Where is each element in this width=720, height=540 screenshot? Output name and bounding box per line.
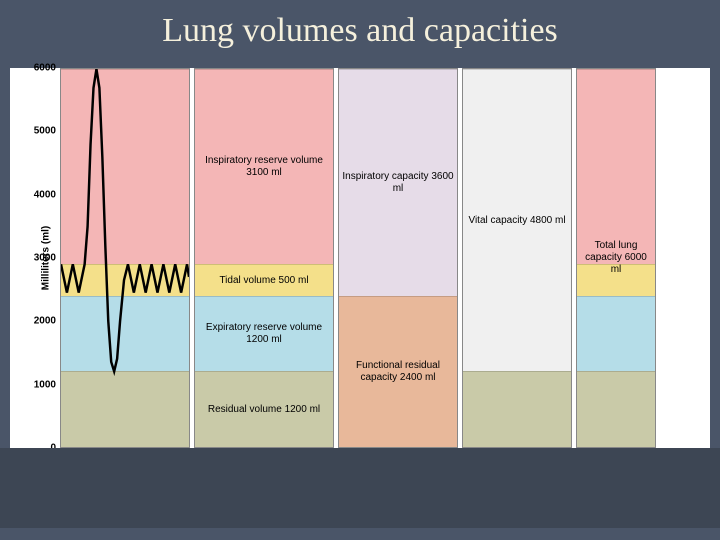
- spirogram-column: [60, 68, 190, 448]
- volume-band: Expiratory reserve volume 1200 ml: [195, 296, 333, 372]
- capacities-column-2: Vital capacity 4800 ml: [462, 68, 572, 448]
- lung-volumes-chart: Milliliters (ml) 01000200030004000500060…: [10, 68, 710, 448]
- y-tick: 6000: [34, 63, 56, 74]
- volume-band: Inspiratory reserve volume 3100 ml: [195, 69, 333, 264]
- spirogram-trace: [61, 69, 189, 447]
- y-axis-ticks: 0100020003000400050006000: [28, 68, 60, 448]
- y-tick: 3000: [34, 253, 56, 264]
- volume-band: Inspiratory capacity 3600 ml: [339, 69, 457, 296]
- volume-band: Residual volume 1200 ml: [195, 371, 333, 447]
- y-axis: Milliliters (ml) 01000200030004000500060…: [10, 68, 60, 448]
- y-tick: 5000: [34, 126, 56, 137]
- y-tick: 2000: [34, 316, 56, 327]
- volume-band: Vital capacity 4800 ml: [463, 69, 571, 371]
- volume-band: Functional residual capacity 2400 ml: [339, 296, 457, 447]
- page-title: Lung volumes and capacities: [0, 0, 720, 58]
- volume-band: [463, 371, 571, 447]
- footer-decoration: [0, 448, 720, 528]
- volume-band: Tidal volume 500 ml: [195, 264, 333, 296]
- capacities-column-1: Inspiratory capacity 3600 mlFunctional r…: [338, 68, 458, 448]
- capacities-column-3: Total lung capacity 6000 ml: [576, 68, 656, 448]
- capacity-label: Total lung capacity 6000 ml: [577, 69, 655, 447]
- y-tick: 4000: [34, 189, 56, 200]
- y-tick: 1000: [34, 379, 56, 390]
- volumes-column: Inspiratory reserve volume 3100 mlTidal …: [194, 68, 334, 448]
- chart-columns: Inspiratory reserve volume 3100 mlTidal …: [60, 68, 710, 448]
